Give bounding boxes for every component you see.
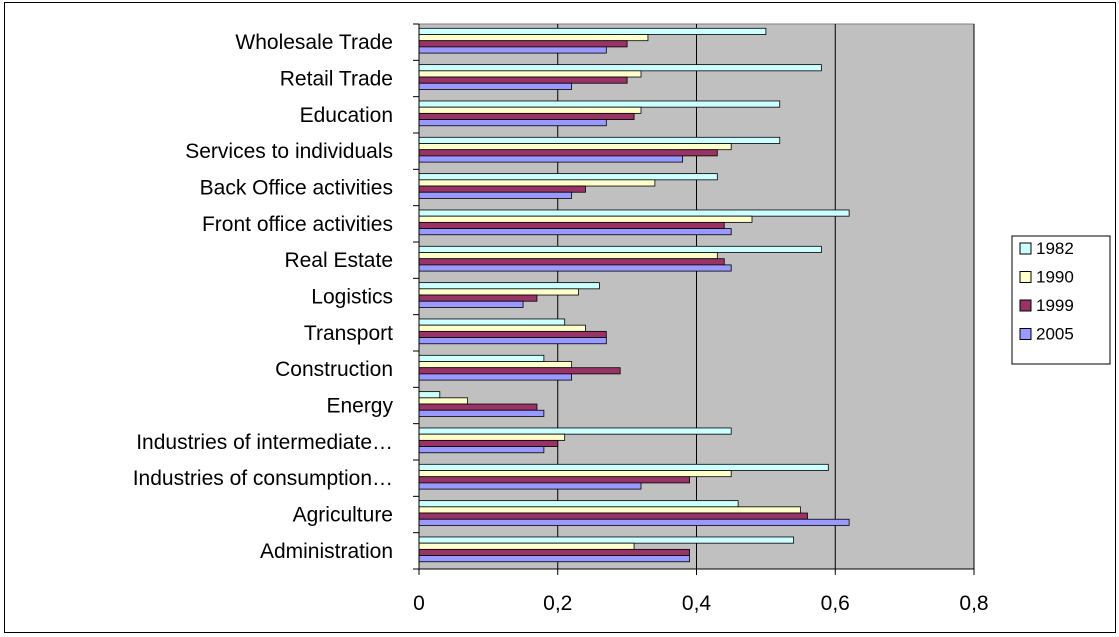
bar-2005-4 <box>418 155 684 163</box>
category-label: Construction <box>275 358 393 381</box>
category-label: Back Office activities <box>200 177 393 200</box>
chart-frame: Wholesale Trade Retail Trade Education Serv… <box>4 2 1116 633</box>
legend-swatch-1999 <box>1019 299 1032 312</box>
bar-1999-10 <box>418 367 621 375</box>
bar-1982-13 <box>418 463 829 471</box>
bar-2005-5 <box>418 191 573 199</box>
bar-1990-13 <box>418 470 732 478</box>
category-label: Logistics <box>311 286 393 309</box>
bar-1990-2 <box>418 70 642 78</box>
bar-1990-3 <box>418 106 642 114</box>
bar-2005-14 <box>418 518 850 526</box>
legend: 1982 1990 1999 2005 <box>1011 235 1111 365</box>
bar-1982-6 <box>418 209 850 217</box>
bar-1999-15 <box>418 548 690 556</box>
category-label: Administration <box>260 540 393 563</box>
category-label: Energy <box>326 395 393 418</box>
legend-label: 1982 <box>1036 239 1074 258</box>
bar-1982-9 <box>418 318 566 326</box>
x-tick-label: 0,4 <box>682 592 712 615</box>
legend-label: 1999 <box>1036 296 1074 315</box>
bar-1982-11 <box>418 391 441 399</box>
bar-1999-4 <box>418 149 718 157</box>
bar-1999-13 <box>418 476 690 484</box>
bar-1990-4 <box>418 143 732 151</box>
x-tick-label: 0,6 <box>821 592 850 615</box>
bar-2005-6 <box>418 228 732 236</box>
bar-1999-14 <box>418 512 808 520</box>
bar-2005-1 <box>418 46 607 54</box>
bar-1999-2 <box>418 76 628 84</box>
category-labels: Wholesale Trade Retail Trade Education Serv… <box>133 31 394 563</box>
legend-label: 1990 <box>1036 268 1074 287</box>
bar-1982-15 <box>418 536 795 544</box>
bar-chart: Wholesale Trade Retail Trade Education Serv… <box>133 23 1111 615</box>
bar-1999-11 <box>418 403 538 411</box>
bar-1982-12 <box>418 427 732 435</box>
axes <box>413 23 975 575</box>
bar-1982-5 <box>418 173 718 181</box>
x-tick-labels: 0 0,2 0,4 0,6 0,8 <box>413 592 988 615</box>
bar-1990-10 <box>418 361 573 369</box>
category-label: Transport <box>304 322 393 345</box>
bar-1982-2 <box>418 64 822 72</box>
category-label: Services to individuals <box>185 140 393 163</box>
x-tick-label: 0,8 <box>959 592 988 615</box>
bar-1982-14 <box>418 500 739 508</box>
bar-1999-3 <box>418 112 635 120</box>
bar-1990-12 <box>418 433 566 441</box>
bar-2005-8 <box>418 300 524 308</box>
bar-1982-7 <box>418 245 822 253</box>
x-tick-label: 0 <box>413 592 425 615</box>
bar-1982-10 <box>418 354 545 362</box>
bar-1982-4 <box>418 136 781 144</box>
bar-2005-2 <box>418 82 573 90</box>
bar-1999-6 <box>418 221 725 229</box>
bars <box>418 27 850 563</box>
legend-swatch-1990 <box>1019 271 1032 283</box>
bar-2005-13 <box>418 482 642 490</box>
category-label: Industries of intermediate… <box>136 431 393 454</box>
bar-1999-9 <box>418 330 607 338</box>
bar-2005-9 <box>418 337 607 345</box>
bar-2005-11 <box>418 409 545 417</box>
bar-1990-5 <box>418 179 656 187</box>
category-label: Education <box>300 104 393 127</box>
bar-2005-10 <box>418 373 573 381</box>
bar-1999-5 <box>418 185 586 193</box>
legend-swatch-2005 <box>1019 328 1032 340</box>
bar-2005-15 <box>418 555 690 563</box>
bar-2005-7 <box>418 264 732 272</box>
bar-1982-8 <box>418 282 600 290</box>
bar-1990-8 <box>418 288 579 296</box>
category-label: Wholesale Trade <box>235 31 393 54</box>
legend-swatch-1982 <box>1019 242 1032 255</box>
bar-1999-1 <box>418 40 628 48</box>
bar-1982-1 <box>418 27 767 35</box>
category-label: Front office activities <box>202 213 393 236</box>
bar-1999-7 <box>418 258 725 266</box>
x-tick-label: 0,2 <box>543 592 572 615</box>
bar-1990-14 <box>418 506 801 514</box>
bar-1990-6 <box>418 215 753 223</box>
category-label: Agriculture <box>293 504 393 527</box>
bar-1990-11 <box>418 397 468 405</box>
bar-1999-12 <box>418 439 559 447</box>
bar-2005-3 <box>418 119 607 127</box>
bar-2005-12 <box>418 446 545 454</box>
category-label: Real Estate <box>284 249 393 272</box>
bar-1990-15 <box>418 542 635 550</box>
category-label: Industries of consumption… <box>133 467 393 490</box>
bar-1982-3 <box>418 100 781 108</box>
bar-1990-7 <box>418 252 718 260</box>
legend-label: 2005 <box>1036 325 1074 344</box>
category-label: Retail Trade <box>280 68 393 91</box>
bar-1990-1 <box>418 34 649 42</box>
bar-1999-8 <box>418 294 538 302</box>
bar-1990-9 <box>418 324 586 332</box>
